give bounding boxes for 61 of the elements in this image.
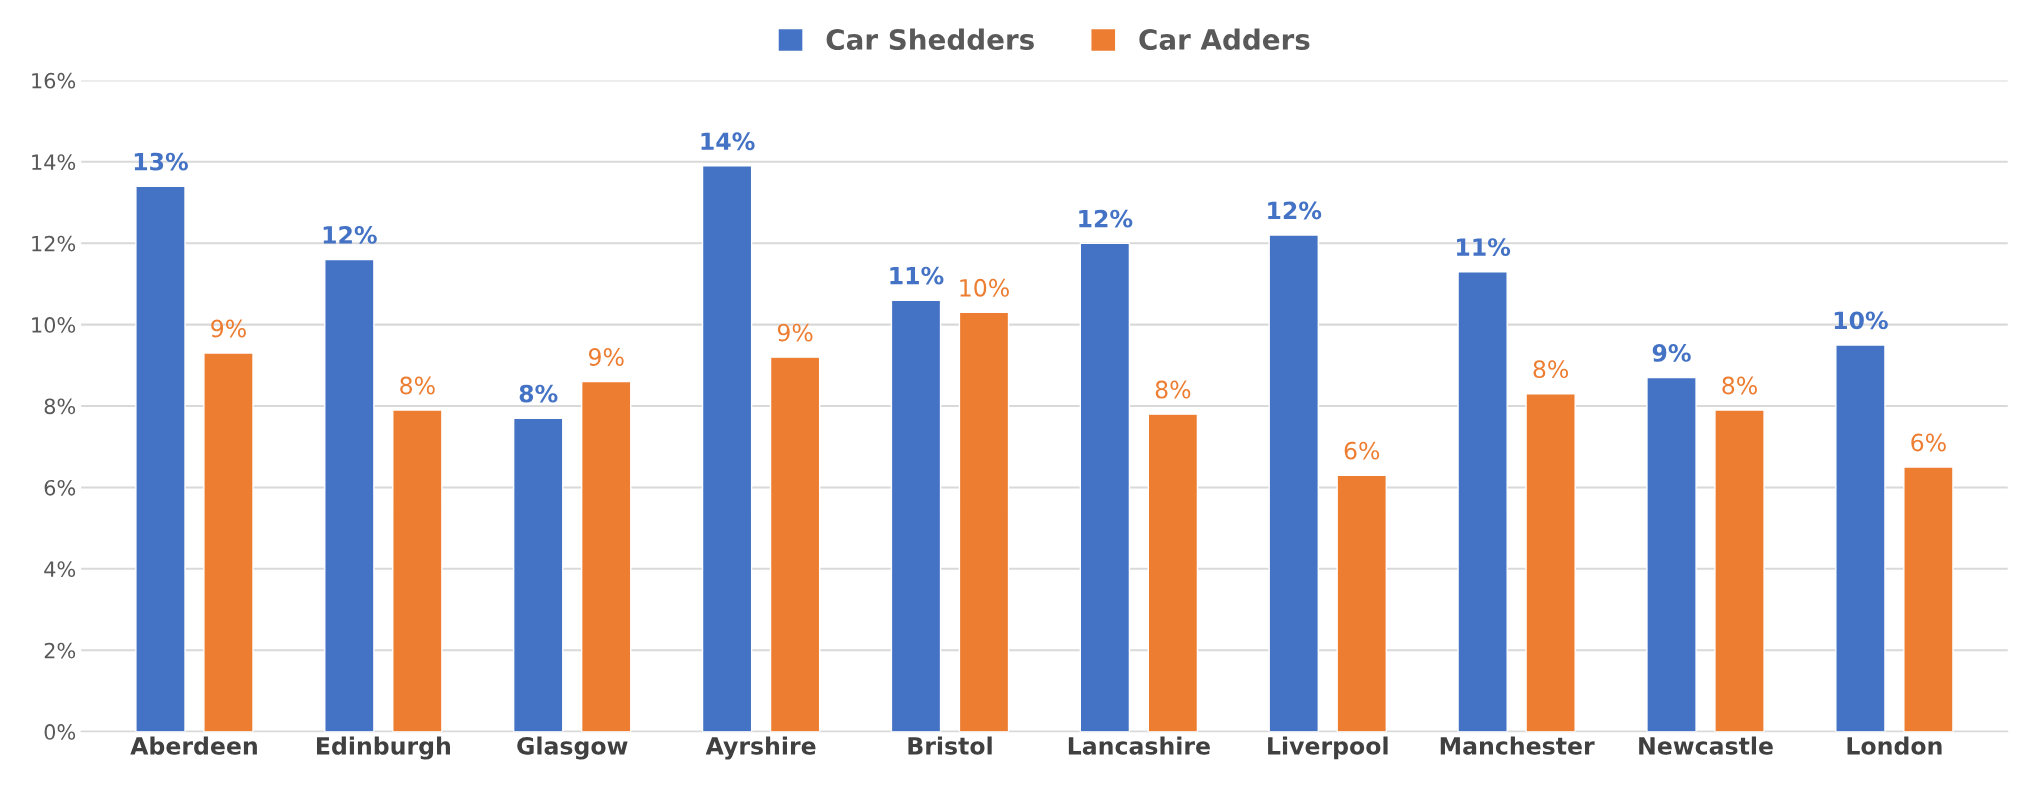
- data-label: 10%: [1834, 311, 1888, 330]
- bar: [392, 409, 443, 732]
- x-tick-label: Lancashire: [1068, 736, 1210, 755]
- y-tick-label: 14%: [32, 154, 76, 171]
- y-tick-label: 8%: [44, 398, 76, 415]
- y-tick-label: 0%: [44, 724, 76, 740]
- bar: [324, 258, 375, 732]
- bar: [1336, 474, 1387, 732]
- x-tick-label: Newcastle: [1639, 736, 1773, 755]
- bar: [701, 165, 753, 732]
- data-label: 9%: [1652, 343, 1691, 362]
- x-tick-label: Bristol: [908, 736, 992, 755]
- bar: [135, 185, 186, 732]
- legend-label: Car Shedders: [826, 28, 1034, 51]
- data-label: 12%: [1079, 209, 1133, 228]
- data-label: 9%: [777, 323, 813, 342]
- y-tick-label: 10%: [32, 317, 76, 333]
- bar: [1714, 409, 1765, 732]
- bar: [1268, 234, 1319, 732]
- bar: [512, 417, 564, 732]
- bar: [1079, 242, 1131, 732]
- y-tick-label: 4%: [44, 561, 76, 578]
- bar: [580, 380, 632, 732]
- bar: [769, 356, 821, 732]
- data-label: 9%: [588, 348, 624, 366]
- bar: [203, 352, 254, 732]
- data-label: 8%: [400, 376, 435, 395]
- data-label: 6%: [1344, 441, 1380, 460]
- y-tick-label: 2%: [44, 642, 76, 659]
- bar: [958, 311, 1010, 732]
- bar: [1457, 271, 1508, 732]
- bar: [1646, 376, 1697, 732]
- x-tick-label: London: [1847, 736, 1942, 755]
- bar: [1835, 344, 1886, 732]
- legend-label: Car Adders: [1139, 28, 1310, 51]
- data-label: 12%: [323, 225, 377, 244]
- bar: [890, 299, 942, 732]
- y-tick-label: 16%: [32, 72, 76, 89]
- data-label: 13%: [134, 152, 188, 171]
- x-tick-label: Ayrshire: [705, 736, 816, 760]
- data-label: 10%: [960, 278, 1009, 297]
- data-label: 14%: [701, 132, 755, 151]
- x-tick-label: Edinburgh: [317, 736, 450, 760]
- data-label: 11%: [890, 266, 944, 285]
- bar: [1147, 413, 1199, 732]
- x-tick-label: Glasgow: [517, 736, 628, 760]
- data-label: 8%: [519, 384, 558, 403]
- data-label: 8%: [1155, 380, 1191, 399]
- data-label: 12%: [1268, 201, 1322, 220]
- x-tick-label: Liverpool: [1268, 736, 1388, 760]
- bar: [1525, 393, 1576, 732]
- x-tick-label: Aberdeen: [130, 736, 257, 755]
- y-tick-label: 12%: [32, 235, 76, 252]
- x-tick-label: Manchester: [1440, 736, 1595, 755]
- data-label: 11%: [1457, 238, 1511, 257]
- bar: [1903, 466, 1954, 732]
- y-tick-label: 6%: [44, 479, 76, 496]
- data-label: 9%: [211, 319, 246, 338]
- data-label: 8%: [1533, 360, 1569, 379]
- data-label: 6%: [1911, 433, 1946, 452]
- data-label: 8%: [1722, 376, 1757, 395]
